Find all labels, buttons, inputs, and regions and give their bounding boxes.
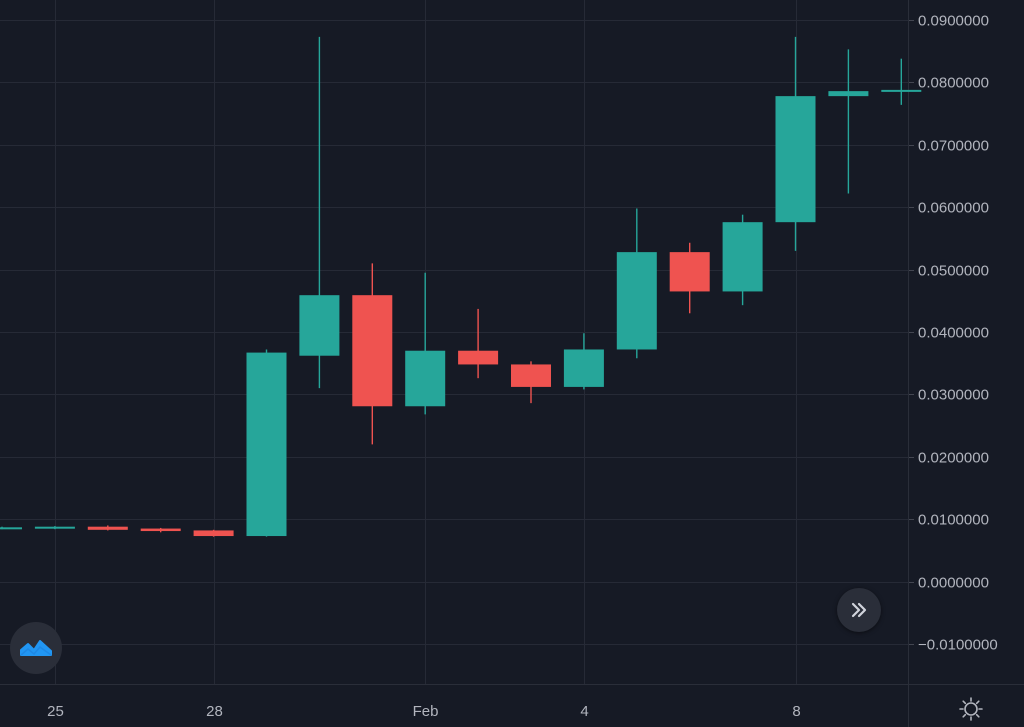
- candle-body: [828, 91, 869, 97]
- candle: [0, 526, 22, 530]
- candle: [722, 214, 763, 306]
- x-axis-tick-label: 28: [206, 703, 223, 720]
- candle-body: [511, 364, 551, 387]
- candle: [458, 308, 499, 379]
- candle-body: [193, 530, 234, 537]
- candle-body: [352, 295, 393, 407]
- candle: [616, 208, 657, 359]
- candle: [352, 263, 393, 445]
- candle: [828, 49, 869, 194]
- scroll-to-realtime-button[interactable]: [837, 588, 881, 632]
- y-axis-tick-label: 0.0600000: [918, 200, 989, 217]
- y-axis-tick-label: 0.0000000: [918, 575, 989, 592]
- candle: [140, 527, 181, 533]
- candle: [775, 36, 816, 251]
- x-axis-tick-label: Feb: [413, 703, 439, 720]
- candle: [246, 349, 287, 537]
- x-axis-tick-label: 8: [792, 703, 800, 720]
- candle: [669, 242, 710, 314]
- x-axis-tick-label: 25: [47, 703, 64, 720]
- candle-body: [775, 96, 816, 223]
- y-axis-tick-label: 0.0400000: [918, 325, 989, 342]
- candle: [563, 333, 604, 390]
- candle-body: [881, 89, 922, 92]
- y-axis-tick-label: 0.0100000: [918, 512, 989, 529]
- candle-body: [87, 526, 128, 530]
- candle-body: [299, 295, 340, 356]
- candle: [405, 272, 446, 415]
- candle: [881, 58, 922, 105]
- candle: [34, 526, 75, 530]
- candle-body: [246, 352, 287, 537]
- y-axis-tick-label: 0.0800000: [918, 75, 989, 92]
- candle: [193, 529, 234, 537]
- y-axis-tick-label: 0.0700000: [918, 138, 989, 155]
- candle-body: [616, 252, 657, 350]
- candle-body: [0, 527, 22, 530]
- y-axis-tick-label: −0.0100000: [918, 637, 998, 654]
- tradingview-logo-icon: [20, 640, 52, 656]
- candle-body: [458, 350, 499, 365]
- candle: [299, 36, 340, 389]
- tradingview-logo-button[interactable]: [10, 622, 62, 674]
- candle-body: [669, 252, 710, 292]
- candle-body: [34, 526, 75, 529]
- x-axis-tick-label: 4: [580, 703, 588, 720]
- y-axis-tick-label: 0.0300000: [918, 387, 989, 404]
- y-axis-tick-label: 0.0500000: [918, 263, 989, 280]
- candle: [87, 525, 128, 531]
- candle-body: [405, 350, 446, 407]
- candle-body: [722, 222, 763, 292]
- chart-settings-button[interactable]: [958, 696, 984, 722]
- y-axis-tick-label: 0.0900000: [918, 13, 989, 30]
- gear-icon: [959, 697, 983, 721]
- y-axis-tick-label: 0.0200000: [918, 450, 989, 467]
- candle-body: [140, 528, 181, 532]
- double-chevron-right-icon: [851, 602, 867, 618]
- candle-body: [563, 349, 604, 387]
- candle: [511, 361, 551, 404]
